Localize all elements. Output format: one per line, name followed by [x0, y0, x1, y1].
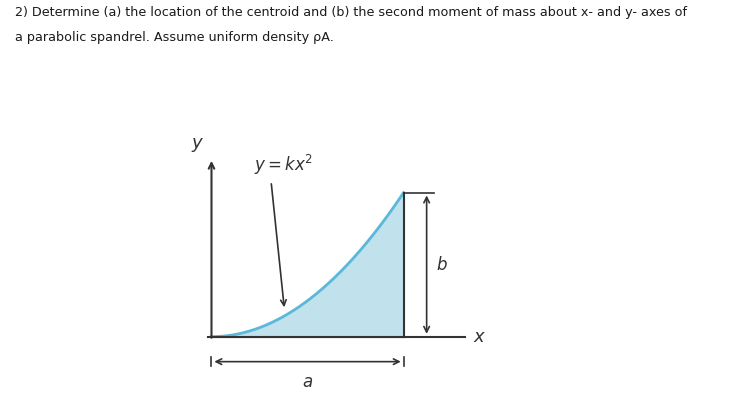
Text: $x$: $x$	[472, 328, 486, 346]
Text: $y$: $y$	[191, 136, 205, 154]
Text: $b$: $b$	[436, 256, 448, 274]
Text: 2) Determine (a) the location of the centroid and (b) the second moment of mass : 2) Determine (a) the location of the cen…	[15, 6, 687, 19]
Text: a parabolic spandrel. Assume uniform density ρA.: a parabolic spandrel. Assume uniform den…	[15, 31, 334, 44]
Text: $y = kx^2$: $y = kx^2$	[254, 153, 313, 177]
Text: $a$: $a$	[302, 373, 313, 391]
